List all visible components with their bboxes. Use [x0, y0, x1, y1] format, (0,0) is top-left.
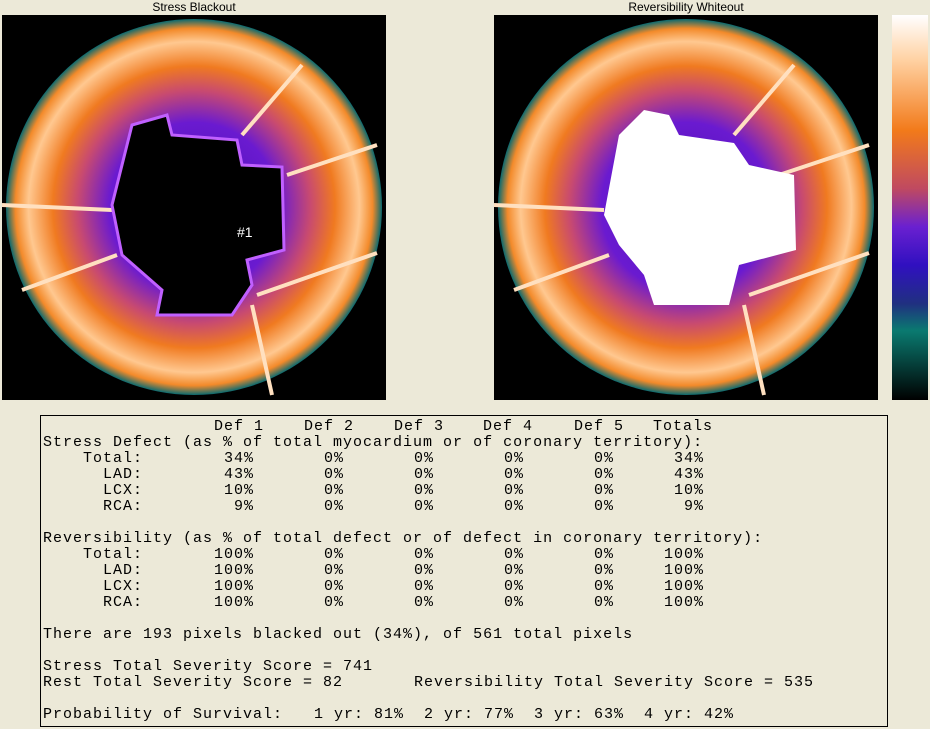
cell-value: 0%: [413, 562, 434, 579]
cell-value: 0%: [593, 466, 614, 483]
cell-value: 100%: [213, 578, 254, 595]
cell-value: 43%: [223, 466, 254, 483]
row-label: Total:: [82, 450, 143, 467]
cell-value: 0%: [323, 546, 344, 563]
cell-value: 0%: [503, 562, 524, 579]
row-label: LCX:: [102, 578, 143, 595]
cell-value: 0%: [413, 578, 434, 595]
stress-polar-map: #1: [2, 15, 386, 400]
cell-value: 10%: [223, 482, 254, 499]
cell-value: 9%: [233, 498, 254, 515]
cell-value: 0%: [593, 546, 614, 563]
cell-value: 100%: [663, 594, 704, 611]
defect-marker: #1: [237, 224, 253, 240]
section-heading: Stress Defect (as % of total myocardium …: [43, 434, 704, 451]
column-header: Totals: [653, 418, 714, 435]
reversibility-polar-map: [494, 15, 878, 400]
cell-value: 0%: [503, 498, 524, 515]
column-header: Def 3: [394, 418, 445, 435]
cell-value: 0%: [413, 546, 434, 563]
cell-value: 0%: [323, 578, 344, 595]
cell-value: 0%: [503, 546, 524, 563]
cell-value: 0%: [503, 450, 524, 467]
cell-value: 0%: [503, 578, 524, 595]
cell-value: 0%: [503, 466, 524, 483]
report-panel: Def 1 Def 2 Def 3 Def 4 Def 5 Totals Stress De…: [40, 415, 888, 727]
cell-value: 0%: [323, 498, 344, 515]
cell-value: 10%: [673, 482, 704, 499]
pixel-summary: There are 193 pixels blacked out (34%), …: [43, 626, 634, 643]
cell-value: 0%: [323, 482, 344, 499]
cell-value: 0%: [593, 450, 614, 467]
cell-value: 100%: [213, 562, 254, 579]
column-header: Def 1: [214, 418, 265, 435]
cell-value: 0%: [413, 466, 434, 483]
survival-label: Probability of Survival:: [43, 706, 284, 723]
row-label: Total:: [82, 546, 143, 563]
cell-value: 0%: [413, 594, 434, 611]
survival-item: 1 yr: 81%: [314, 706, 405, 723]
cell-value: 43%: [673, 466, 704, 483]
cell-value: 0%: [413, 482, 434, 499]
cell-value: 0%: [323, 466, 344, 483]
column-header: Def 5: [574, 418, 625, 435]
row-label: RCA:: [102, 594, 143, 611]
panel-title: Stress Blackout: [152, 0, 236, 14]
stress-score: Stress Total Severity Score = 741: [43, 658, 374, 675]
row-label: RCA:: [102, 498, 143, 515]
row-label: LAD:: [102, 562, 143, 579]
rest-score: Rest Total Severity Score = 82: [43, 674, 344, 691]
survival-item: 3 yr: 63%: [534, 706, 625, 723]
panel-title: Reversibility Whiteout: [628, 0, 744, 14]
cell-value: 100%: [213, 594, 254, 611]
cell-value: 0%: [593, 594, 614, 611]
cell-value: 0%: [593, 482, 614, 499]
cell-value: 0%: [593, 578, 614, 595]
cell-value: 0%: [413, 450, 434, 467]
column-header: Def 2: [304, 418, 355, 435]
column-header: Def 4: [483, 418, 534, 435]
cell-value: 0%: [323, 450, 344, 467]
survival-item: 2 yr: 77%: [424, 706, 515, 723]
cell-value: 0%: [413, 498, 434, 515]
reversibility-score: Reversibility Total Severity Score = 535: [414, 674, 815, 691]
cell-value: 100%: [663, 546, 704, 563]
cell-value: 0%: [323, 562, 344, 579]
section-heading: Reversibility (as % of total defect or o…: [43, 530, 764, 547]
cell-value: 100%: [663, 562, 704, 579]
row-label: LCX:: [102, 482, 143, 499]
cell-value: 100%: [213, 546, 254, 563]
cell-value: 100%: [663, 578, 704, 595]
cell-value: 34%: [223, 450, 254, 467]
cell-value: 0%: [503, 482, 524, 499]
cell-value: 0%: [503, 594, 524, 611]
color-scale: [892, 15, 928, 400]
cell-value: 0%: [593, 498, 614, 515]
row-label: LAD:: [102, 466, 143, 483]
cell-value: 9%: [683, 498, 704, 515]
survival-item: 4 yr: 42%: [644, 706, 735, 723]
cell-value: 0%: [323, 594, 344, 611]
cell-value: 0%: [593, 562, 614, 579]
cell-value: 34%: [673, 450, 704, 467]
